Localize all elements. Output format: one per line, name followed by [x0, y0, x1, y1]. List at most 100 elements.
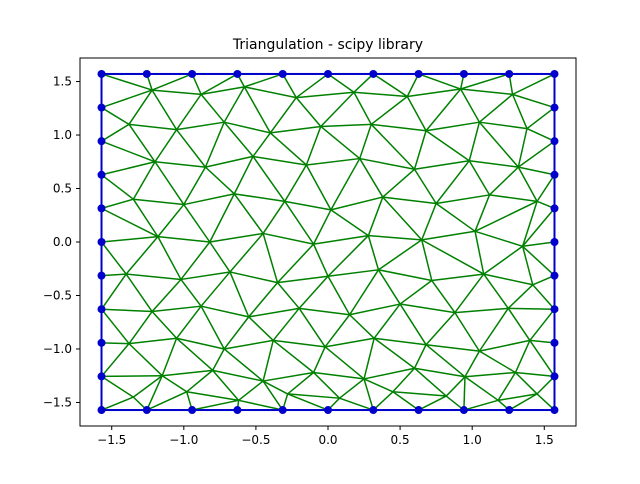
triangle-edge	[414, 367, 466, 378]
triangle-edge	[287, 393, 340, 399]
triangle-edge	[273, 339, 326, 348]
triangle-edge	[306, 157, 360, 166]
triangle-edge	[186, 391, 239, 402]
x-tick-label: −1.5	[97, 433, 126, 447]
triangle-edge	[373, 337, 415, 369]
boundary-point	[324, 406, 332, 415]
triangle-edge	[101, 174, 134, 200]
triangle-edge	[399, 303, 455, 314]
triangle-edge	[262, 380, 288, 395]
triangle-edge	[526, 106, 555, 130]
triangle-edge	[248, 307, 300, 318]
boundary-point	[550, 271, 559, 280]
triangle-edge	[370, 95, 408, 125]
triangle-edge	[508, 307, 555, 310]
triangle-edge	[244, 73, 283, 88]
triangle-edge	[101, 89, 153, 109]
triangle-edge	[425, 343, 480, 352]
plot-area	[97, 69, 559, 415]
triangle-edge	[514, 340, 531, 373]
triangle-edge	[101, 140, 156, 163]
triangle-edge	[200, 93, 225, 123]
triangle-edge	[212, 369, 264, 382]
triangle-edge	[363, 378, 394, 393]
triangle-edge	[483, 245, 524, 275]
triangle-edge	[468, 160, 491, 196]
triangle-edge	[483, 273, 533, 286]
triangle-edge	[327, 235, 369, 277]
triangle-edge	[368, 234, 422, 241]
triangle-edge	[299, 307, 350, 316]
triangle-edge	[101, 342, 130, 345]
triangle-edge	[100, 273, 127, 310]
triangle-edge	[460, 73, 510, 90]
triangle-edge	[324, 337, 375, 348]
boundary-point	[550, 238, 559, 246]
triangle-edge	[359, 124, 372, 159]
triangle-edge	[157, 235, 210, 243]
boundary-point	[369, 69, 378, 78]
boundary-point	[97, 305, 106, 314]
triangle-edge	[162, 369, 213, 377]
triangle-edge	[154, 161, 206, 168]
triangle-edge	[287, 371, 315, 395]
triangle-edge	[327, 73, 355, 93]
triangle-edge	[425, 130, 470, 162]
triangle-edge	[463, 399, 499, 411]
triangle-edge	[298, 307, 326, 348]
triangle-edge	[262, 200, 286, 234]
boundary-point	[550, 305, 559, 314]
triangle-edge	[435, 202, 476, 232]
triangle-edge	[511, 94, 528, 129]
boundary-point	[459, 69, 468, 78]
triangle-edge	[132, 375, 163, 398]
boundary-point	[233, 69, 242, 78]
triangle-edge	[128, 337, 177, 345]
triangle-edge	[305, 164, 332, 211]
triangle-edge	[296, 91, 355, 99]
triangle-edge	[421, 203, 437, 241]
triangle-edge	[517, 166, 538, 202]
boundary-point	[188, 406, 197, 415]
triangle-edge	[211, 348, 225, 371]
triangle-edge	[367, 235, 380, 271]
chart-title: Triangulation - scipy library	[232, 37, 423, 53]
triangle-edge	[101, 235, 158, 243]
triangle-edge	[421, 230, 476, 241]
triangle-edge	[512, 93, 555, 109]
triangle-edge	[233, 156, 254, 195]
triangle-edge	[521, 201, 538, 247]
triangle-edge	[349, 303, 401, 316]
triangle-edge	[425, 312, 456, 346]
triangle-edge	[100, 241, 127, 275]
triangle-edge	[363, 367, 415, 380]
triangle-edge	[244, 86, 297, 99]
triangle-edge	[126, 273, 182, 281]
triangle-edge	[529, 339, 556, 377]
triangle-edge	[272, 307, 300, 341]
triangle-edge	[186, 369, 214, 393]
triangle-edge	[234, 193, 285, 203]
triangle-edge	[238, 399, 283, 411]
boundary-point	[550, 338, 559, 347]
triangle-edge	[223, 316, 250, 350]
triangle-edge	[209, 241, 231, 273]
triangle-edge	[287, 393, 329, 411]
triangle-edge	[151, 73, 193, 91]
triangle-edge	[479, 350, 516, 374]
triangle-edge	[515, 371, 555, 378]
triangle-edge	[128, 343, 163, 377]
triangle-edge	[262, 380, 284, 411]
triangle-edge	[517, 128, 528, 168]
triangle-edge	[276, 282, 300, 309]
triangle-edge	[413, 344, 427, 369]
boundary-point	[142, 69, 151, 78]
boundary-point	[278, 69, 287, 78]
triangle-edge	[269, 97, 297, 134]
triangle-edge	[464, 376, 499, 401]
triangle-edge	[468, 121, 481, 161]
triangle-edge	[175, 93, 202, 131]
triangle-edge	[372, 391, 394, 411]
triangle-edge	[313, 371, 341, 399]
triangle-edge	[313, 234, 369, 245]
